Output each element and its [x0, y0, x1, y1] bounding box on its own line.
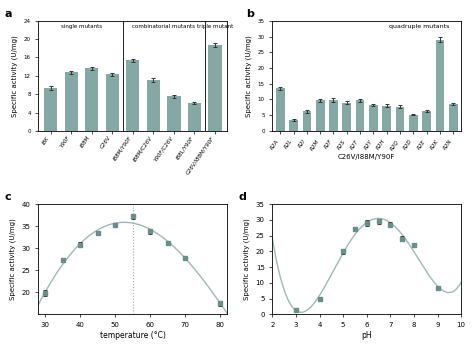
- Bar: [422, 111, 431, 131]
- Text: b: b: [246, 9, 254, 18]
- Bar: [396, 107, 404, 131]
- Bar: [167, 96, 181, 131]
- Bar: [289, 120, 298, 131]
- Bar: [44, 88, 57, 131]
- Bar: [106, 74, 119, 131]
- Bar: [342, 103, 351, 131]
- Bar: [356, 100, 365, 131]
- Bar: [276, 88, 284, 131]
- Bar: [369, 105, 378, 131]
- Bar: [409, 114, 418, 131]
- Text: triple mutant: triple mutant: [197, 24, 233, 29]
- Bar: [208, 45, 222, 131]
- Bar: [383, 106, 391, 131]
- X-axis label: C26V/I88M/Y90F: C26V/I88M/Y90F: [338, 154, 395, 160]
- X-axis label: temperature (°C): temperature (°C): [100, 331, 166, 340]
- Bar: [146, 80, 160, 131]
- Y-axis label: Specific activity (U/mg): Specific activity (U/mg): [9, 218, 16, 300]
- Y-axis label: Specific activity (U/mg): Specific activity (U/mg): [12, 35, 18, 117]
- Y-axis label: Specific activity (U/mg): Specific activity (U/mg): [244, 218, 250, 300]
- Bar: [85, 69, 99, 131]
- Text: d: d: [238, 192, 246, 202]
- Bar: [126, 60, 139, 131]
- Bar: [436, 40, 444, 131]
- Bar: [188, 103, 201, 131]
- Text: a: a: [4, 9, 12, 18]
- X-axis label: pH: pH: [361, 331, 372, 340]
- Text: quadruple mutants: quadruple mutants: [390, 24, 450, 29]
- Text: single mutants: single mutants: [61, 24, 102, 29]
- Text: combinatorial mutants: combinatorial mutants: [132, 24, 195, 29]
- Bar: [302, 111, 311, 131]
- Text: c: c: [4, 192, 11, 202]
- Bar: [316, 100, 325, 131]
- Y-axis label: Specific activity (U/mg): Specific activity (U/mg): [246, 35, 252, 117]
- Bar: [449, 104, 457, 131]
- Bar: [329, 100, 338, 131]
- Bar: [64, 72, 78, 131]
